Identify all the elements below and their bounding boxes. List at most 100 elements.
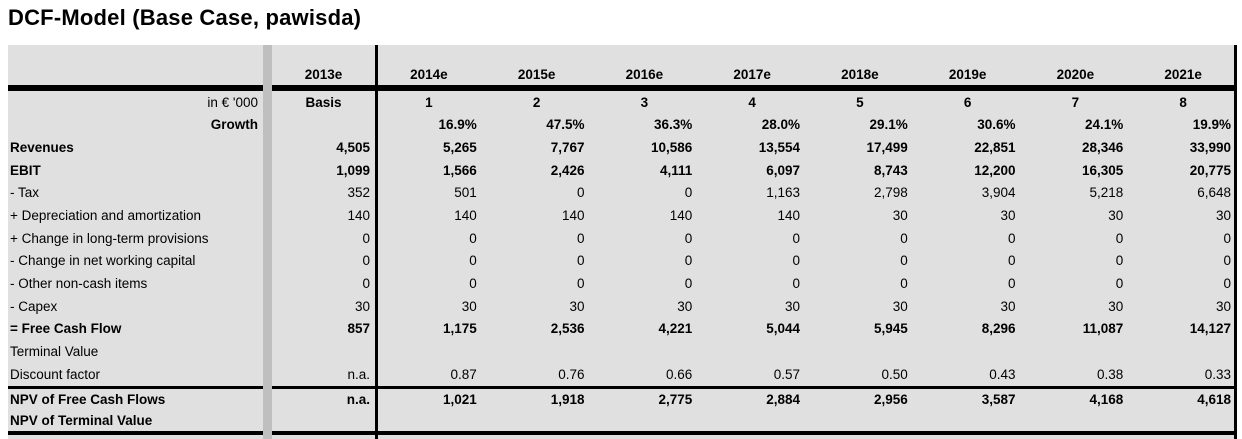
cell-free-cash-flow-2015e: 2,536 [550,321,585,337]
cell-discount-factor-2018e: 0.50 [881,366,908,382]
cell-ebit-2019e: 12,200 [974,162,1016,178]
cell-capex-2018e: 30 [892,298,908,314]
cell-tax-2016e: 0 [684,185,693,201]
cell-discount-factor-2019e: 0.43 [989,366,1016,382]
cell-growth-2016e: 36.3% [653,117,693,133]
cell-free-cash-flow-2013e: 857 [347,321,370,337]
cell-npv-of-free-cash-flows-2016e: 2,775 [658,391,693,407]
cell-change-in-net-working-capital-2017e: 0 [792,253,800,269]
row-npv-of-terminal-value: NPV of Terminal Value [8,410,1237,431]
cell-change-in-net-working-capital-2019e: 0 [1007,253,1016,269]
period-number-5: 5 [856,94,864,110]
cell-change-in-long-term-provisions-2018e: 0 [900,230,908,246]
cell-ebit-2017e: 6,097 [766,162,800,178]
cell-npv-of-free-cash-flows-2018e: 2,956 [873,391,908,407]
cell-change-in-net-working-capital-2018e: 0 [900,253,908,269]
year-header-4: 2017e [733,66,771,82]
cell-depreciation-and-amortization-2013e: 140 [347,208,370,224]
row-tax: - Tax 352 501 0 0 1,163 2,798 3,904 5,218 6,648 [8,182,1237,205]
cell-tax-2019e: 3,904 [981,185,1016,201]
cell-capex-2021e: 30 [1215,298,1231,314]
cell-tax-2021e: 6,648 [1197,185,1231,201]
row-change-in-net-working-capital: - Change in net working capital 0 0 0 0 0 0 0 0 0 [8,250,1237,273]
cell-free-cash-flow-2019e: 8,296 [981,321,1016,337]
row-growth: Growth 16.9% 47.5% 36.3% 28.0% 29.1% 30.6% 24.1… [8,114,1237,137]
row-label-other-non-cash-items: - Other non-cash items [10,276,148,292]
cell-change-in-long-term-provisions-2016e: 0 [684,230,693,246]
cell-ebit-2018e: 8,743 [873,162,908,178]
cell-npv-of-free-cash-flows-2013e: n.a. [346,391,370,407]
cell-capex-2014e: 30 [461,298,477,314]
cell-discount-factor-2013e: n.a. [347,366,370,382]
cell-change-in-long-term-provisions-2019e: 0 [1007,230,1016,246]
cell-change-in-long-term-provisions-2021e: 0 [1223,230,1231,246]
row-label-tax: - Tax [10,185,40,201]
unit-label: in € '000 [207,94,258,110]
cell-growth-2017e: 28.0% [761,117,800,133]
period-number-1: 1 [425,94,433,110]
row-revenues: Revenues 4,505 5,265 7,767 10,586 13,554 17,49… [8,136,1237,159]
cell-other-non-cash-items-2017e: 0 [792,276,800,292]
cell-revenues-2016e: 10,586 [650,139,693,155]
row-label-npv-of-terminal-value: NPV of Terminal Value [10,412,153,428]
cell-change-in-net-working-capital-2020e: 0 [1115,253,1124,269]
row-other-non-cash-items: - Other non-cash items 0 0 0 0 0 0 0 0 0 [8,273,1237,296]
cell-growth-2018e: 29.1% [869,117,908,133]
cell-ebit-2014e: 1,566 [442,162,477,178]
dcf-table: 2013e 2014e 2015e 2016e 2017e 2018e 2019e 2020e… [8,45,1237,439]
row-label-growth: Growth [210,117,258,133]
cell-free-cash-flow-2021e: 14,127 [1189,321,1231,337]
cell-other-non-cash-items-2018e: 0 [900,276,908,292]
cell-revenues-2015e: 7,767 [550,139,585,155]
row-label-capex: - Capex [10,298,58,314]
cell-discount-factor-2015e: 0.76 [558,366,585,382]
period-basis: Basis [305,94,342,110]
cell-depreciation-and-amortization-2014e: 140 [454,208,477,224]
period-number-3: 3 [640,94,649,110]
cell-depreciation-and-amortization-2016e: 140 [669,208,693,224]
row-label-revenues: Revenues [10,139,74,155]
cell-other-non-cash-items-2014e: 0 [469,276,477,292]
cell-revenues-2014e: 5,265 [442,139,477,155]
row-npv-of-free-cash-flows: NPV of Free Cash Flows n.a. 1,021 1,918 2,77… [8,389,1237,410]
row-label-free-cash-flow: = Free Cash Flow [10,321,122,337]
cell-change-in-long-term-provisions-2020e: 0 [1115,230,1124,246]
cell-ebit-2021e: 20,775 [1189,162,1231,178]
cell-free-cash-flow-2020e: 11,087 [1082,321,1124,337]
cell-other-non-cash-items-2021e: 0 [1223,276,1231,292]
period-number-6: 6 [963,94,972,110]
row-capex: - Capex 30 30 30 30 30 30 30 30 30 [8,295,1237,318]
cell-change-in-long-term-provisions-2014e: 0 [469,230,477,246]
cell-change-in-long-term-provisions-2017e: 0 [792,230,800,246]
cell-depreciation-and-amortization-2019e: 30 [1000,208,1016,224]
year-header-5: 2018e [841,66,879,82]
year-header-2: 2015e [517,66,556,82]
cell-capex-2017e: 30 [784,298,800,314]
cell-capex-2019e: 30 [1000,298,1016,314]
cell-change-in-net-working-capital-2021e: 0 [1223,253,1231,269]
row-label-npv-of-free-cash-flows: NPV of Free Cash Flows [10,391,166,407]
cell-free-cash-flow-2014e: 1,175 [442,321,477,337]
cell-revenues-2021e: 33,990 [1189,139,1231,155]
cell-capex-2020e: 30 [1108,298,1124,314]
cell-growth-2015e: 47.5% [546,117,585,133]
cell-other-non-cash-items-2013e: 0 [362,276,370,292]
row-label-change-in-net-working-capital: - Change in net working capital [10,253,196,269]
row-ebit: EBIT 1,099 1,566 2,426 4,111 6,097 8,743 12,200… [8,159,1237,182]
page-title: DCF-Model (Base Case, pawisda) [8,5,362,30]
cell-tax-2020e: 5,218 [1089,185,1124,201]
cell-free-cash-flow-2017e: 5,044 [766,321,800,337]
cell-revenues-2019e: 22,851 [974,139,1016,155]
table-rows: 2013e 2014e 2015e 2016e 2017e 2018e 2019e 2020e… [8,45,1237,435]
cell-free-cash-flow-2018e: 5,945 [873,321,908,337]
cell-discount-factor-2014e: 0.87 [450,366,477,382]
cell-growth-2014e: 16.9% [438,117,477,133]
column-divider-strip [263,45,272,439]
cell-npv-of-free-cash-flows-2019e: 3,587 [981,391,1016,407]
cell-other-non-cash-items-2019e: 0 [1007,276,1016,292]
row-terminal-value: Terminal Value [8,341,1237,364]
cell-other-non-cash-items-2020e: 0 [1115,276,1124,292]
year-header-3: 2016e [625,66,664,82]
cell-change-in-net-working-capital-2016e: 0 [684,253,693,269]
